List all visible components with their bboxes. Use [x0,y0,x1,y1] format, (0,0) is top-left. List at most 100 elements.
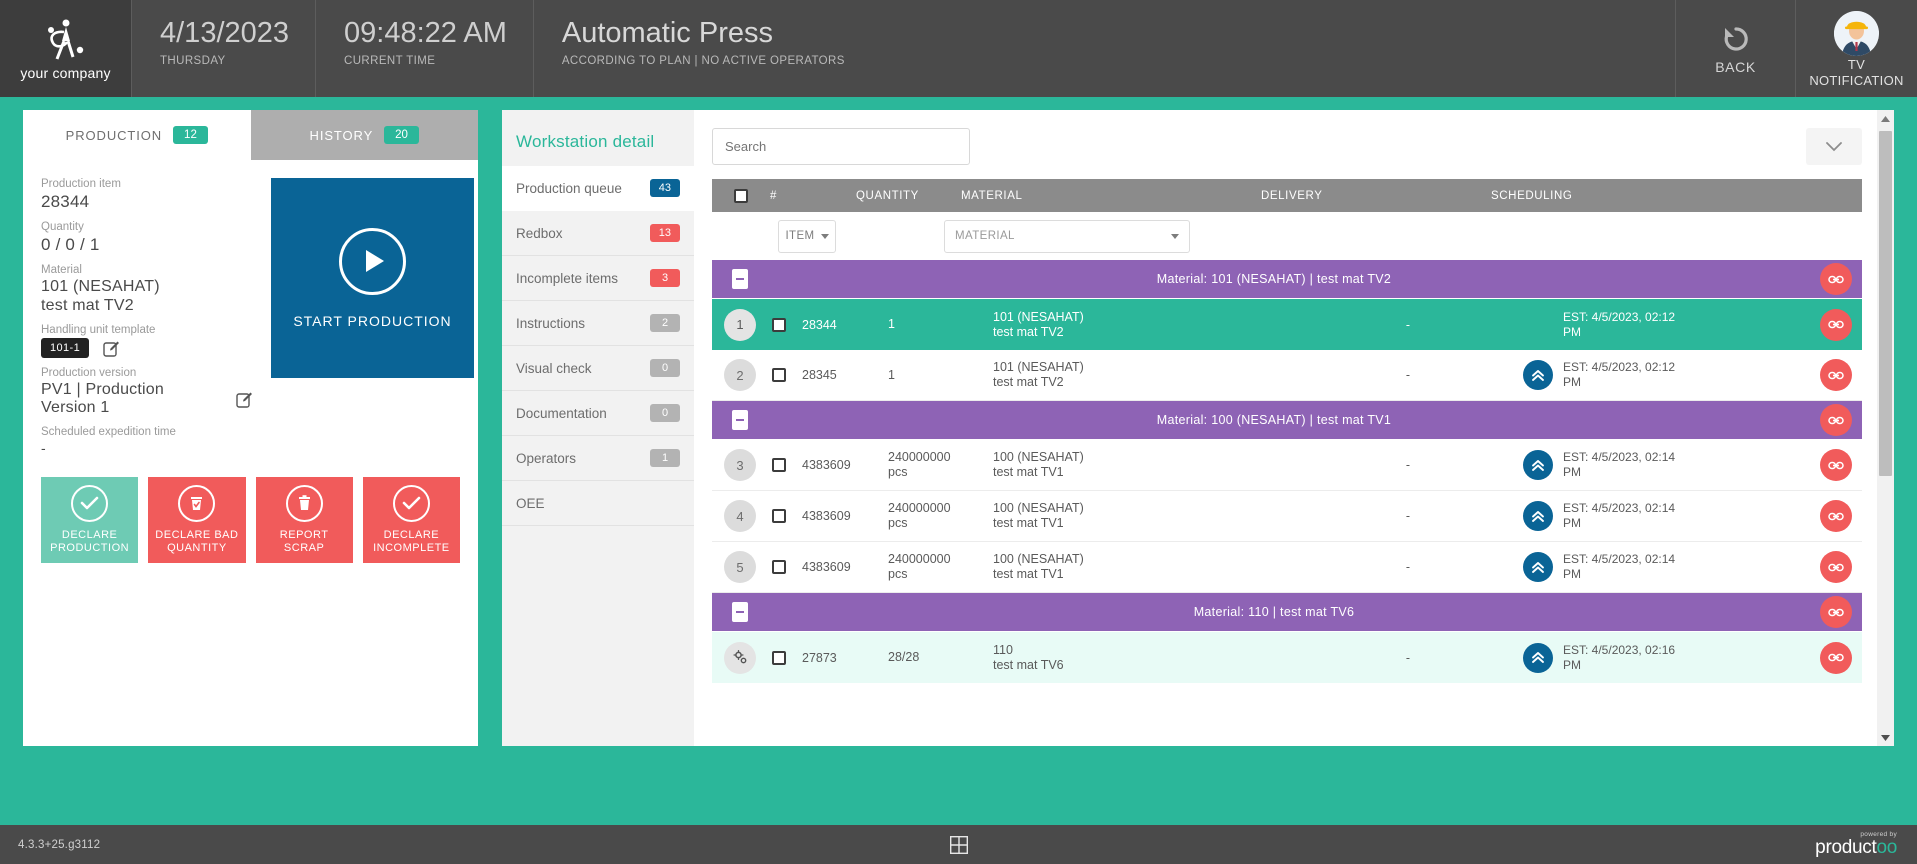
sidebar-item-visual-check[interactable]: Visual check 0 [502,346,694,391]
row-item-number: 28344 [802,317,837,332]
link-icon [1828,461,1844,469]
collapse-group-icon[interactable] [732,602,748,622]
material-value-secondary: test mat TV2 [41,297,134,314]
sidebar-item-badge: 13 [649,224,680,242]
production-version-row: PV1 | Production Version 1 [41,381,253,417]
production-tabs: PRODUCTION 12 HISTORY 20 [23,110,478,160]
row-scheduling-line2: PM [1563,375,1581,389]
table-row[interactable]: 2 28345 1 101 (NESAHAT) test mat TV2 - [712,350,1862,401]
link-icon [1828,275,1844,283]
sidebar-item-production-queue[interactable]: Production queue 43 [502,166,694,211]
link-icon [1828,653,1844,662]
link-button[interactable] [1820,596,1852,628]
raise-priority-button[interactable] [1523,552,1553,582]
table-row[interactable]: 3 4383609 240000000 pcs 100 (NESAHAT) te… [712,440,1862,491]
link-button[interactable] [1820,551,1852,583]
row-scheduling-line1: EST: 4/5/2023, 02:12 [1563,309,1676,324]
report-scrap-button[interactable]: REPORT SCRAP [255,477,353,563]
row-number: 1 [724,308,756,341]
link-button[interactable] [1820,449,1852,481]
row-select-cell [756,368,802,382]
link-button[interactable] [1820,359,1852,391]
sidebar-item-oee[interactable]: OEE [502,481,694,526]
row-checkbox[interactable] [772,560,786,574]
table-row[interactable]: 27873 28/28 110 test mat TV6 - [712,632,1862,683]
row-material: 100 (NESAHAT) test mat TV1 [993,501,1293,531]
row-material-name: test mat TV2 [993,324,1064,339]
row-select-cell [756,650,802,665]
row-delivery: - [1405,368,1411,382]
tab-production[interactable]: PRODUCTION 12 [23,110,251,160]
row-number: 2 [724,359,756,391]
row-checkbox[interactable] [772,317,786,332]
expand-collapse-button[interactable] [1806,128,1862,165]
chevron-double-up-icon [1532,459,1544,471]
declare-incomplete-button[interactable]: DECLARE INCOMPLETE [362,477,460,563]
scrollbar-thumb[interactable] [1879,131,1892,476]
sidebar-item-badge: 0 [650,359,680,377]
group-header-row[interactable]: Material: 101 (NESAHAT) | test mat TV2 [712,260,1862,298]
triangle-up-icon [1881,115,1890,122]
row-item-number: 4383609 [802,560,851,574]
sidebar-item-label: Visual check [516,360,592,376]
user-menu[interactable]: TV NOTIFICATION [1795,0,1917,97]
link-button[interactable] [1820,308,1852,341]
declare-production-button[interactable]: DECLARE PRODUCTION [41,477,139,563]
declare-production-label: DECLARE PRODUCTION [50,529,130,554]
sidebar-item-incomplete-items[interactable]: Incomplete items 3 [502,256,694,301]
start-production-button[interactable]: START PRODUCTION [271,178,474,378]
row-material-code: 110 [993,642,1013,657]
brand-name-text: product [1815,836,1877,858]
item-filter-select[interactable]: ITEM [778,219,836,253]
sidebar-item-label: OEE [516,495,545,511]
table-row[interactable]: 5 4383609 240000000 pcs 100 (NESAHAT) te… [712,542,1862,593]
sidebar-item-instructions[interactable]: Instructions 2 [502,301,694,346]
sidebar-item-operators[interactable]: Operators 1 [502,436,694,481]
vertical-scrollbar[interactable] [1877,110,1894,746]
tab-history[interactable]: HISTORY 20 [250,110,478,160]
collapse-group-icon[interactable] [732,269,748,289]
back-button[interactable]: BACK [1675,0,1795,97]
scroll-up-button[interactable] [1877,110,1894,127]
row-scheduling: EST: 4/5/2023, 02:12 PM [1523,360,1862,390]
app-footer: 4.3.3+25.g3112 powered by product oo [0,825,1917,864]
row-material-code: 101 (NESAHAT) [993,309,1084,324]
sidebar-item-redbox[interactable]: Redbox 13 [502,211,694,256]
table-row[interactable]: 1 28344 1 101 (NESAHAT) test mat TV2 - [712,299,1862,350]
sidebar-item-badge: 43 [649,179,680,197]
row-checkbox[interactable] [772,650,786,665]
row-checkbox[interactable] [772,458,786,472]
raise-priority-button[interactable] [1523,360,1553,390]
raise-priority-button[interactable] [1523,450,1553,480]
edit-production-version-icon[interactable] [236,391,253,408]
sidebar-item-documentation[interactable]: Documentation 0 [502,391,694,436]
chevron-down-icon [820,233,829,239]
row-quantity: 240000000 pcs [888,552,993,582]
scroll-down-button[interactable] [1877,729,1894,746]
link-button[interactable] [1820,263,1852,295]
declare-bad-quantity-button[interactable]: DECLARE BAD QUANTITY [148,477,246,563]
link-button[interactable] [1820,404,1852,436]
avatar-icon [1834,11,1879,56]
raise-priority-button[interactable] [1523,642,1553,673]
row-scheduling-line1: EST: 4/5/2023, 02:12 [1563,360,1676,374]
material-filter-label: MATERIAL [955,230,1015,242]
chevron-double-up-icon [1532,369,1544,381]
link-button[interactable] [1820,641,1852,674]
grid-icon [949,835,968,854]
apps-grid-button[interactable] [949,835,968,854]
edit-handling-unit-icon[interactable] [103,340,120,357]
row-scheduling: EST: 4/5/2023, 02:14 PM [1523,501,1862,531]
select-all-checkbox[interactable] [734,188,748,203]
group-header-row[interactable]: Material: 110 | test mat TV6 [712,593,1862,631]
collapse-group-icon[interactable] [732,410,748,430]
row-checkbox[interactable] [772,368,786,382]
group-header-row[interactable]: Material: 100 (NESAHAT) | test mat TV1 [712,401,1862,439]
header-workstation: Automatic Press ACCORDING TO PLAN | NO A… [532,0,871,97]
search-input[interactable] [712,128,970,165]
table-row[interactable]: 4 4383609 240000000 pcs 100 (NESAHAT) te… [712,491,1862,542]
material-filter-select[interactable]: MATERIAL [944,219,1190,253]
link-button[interactable] [1820,500,1852,532]
row-checkbox[interactable] [772,509,786,523]
raise-priority-button[interactable] [1523,501,1553,531]
